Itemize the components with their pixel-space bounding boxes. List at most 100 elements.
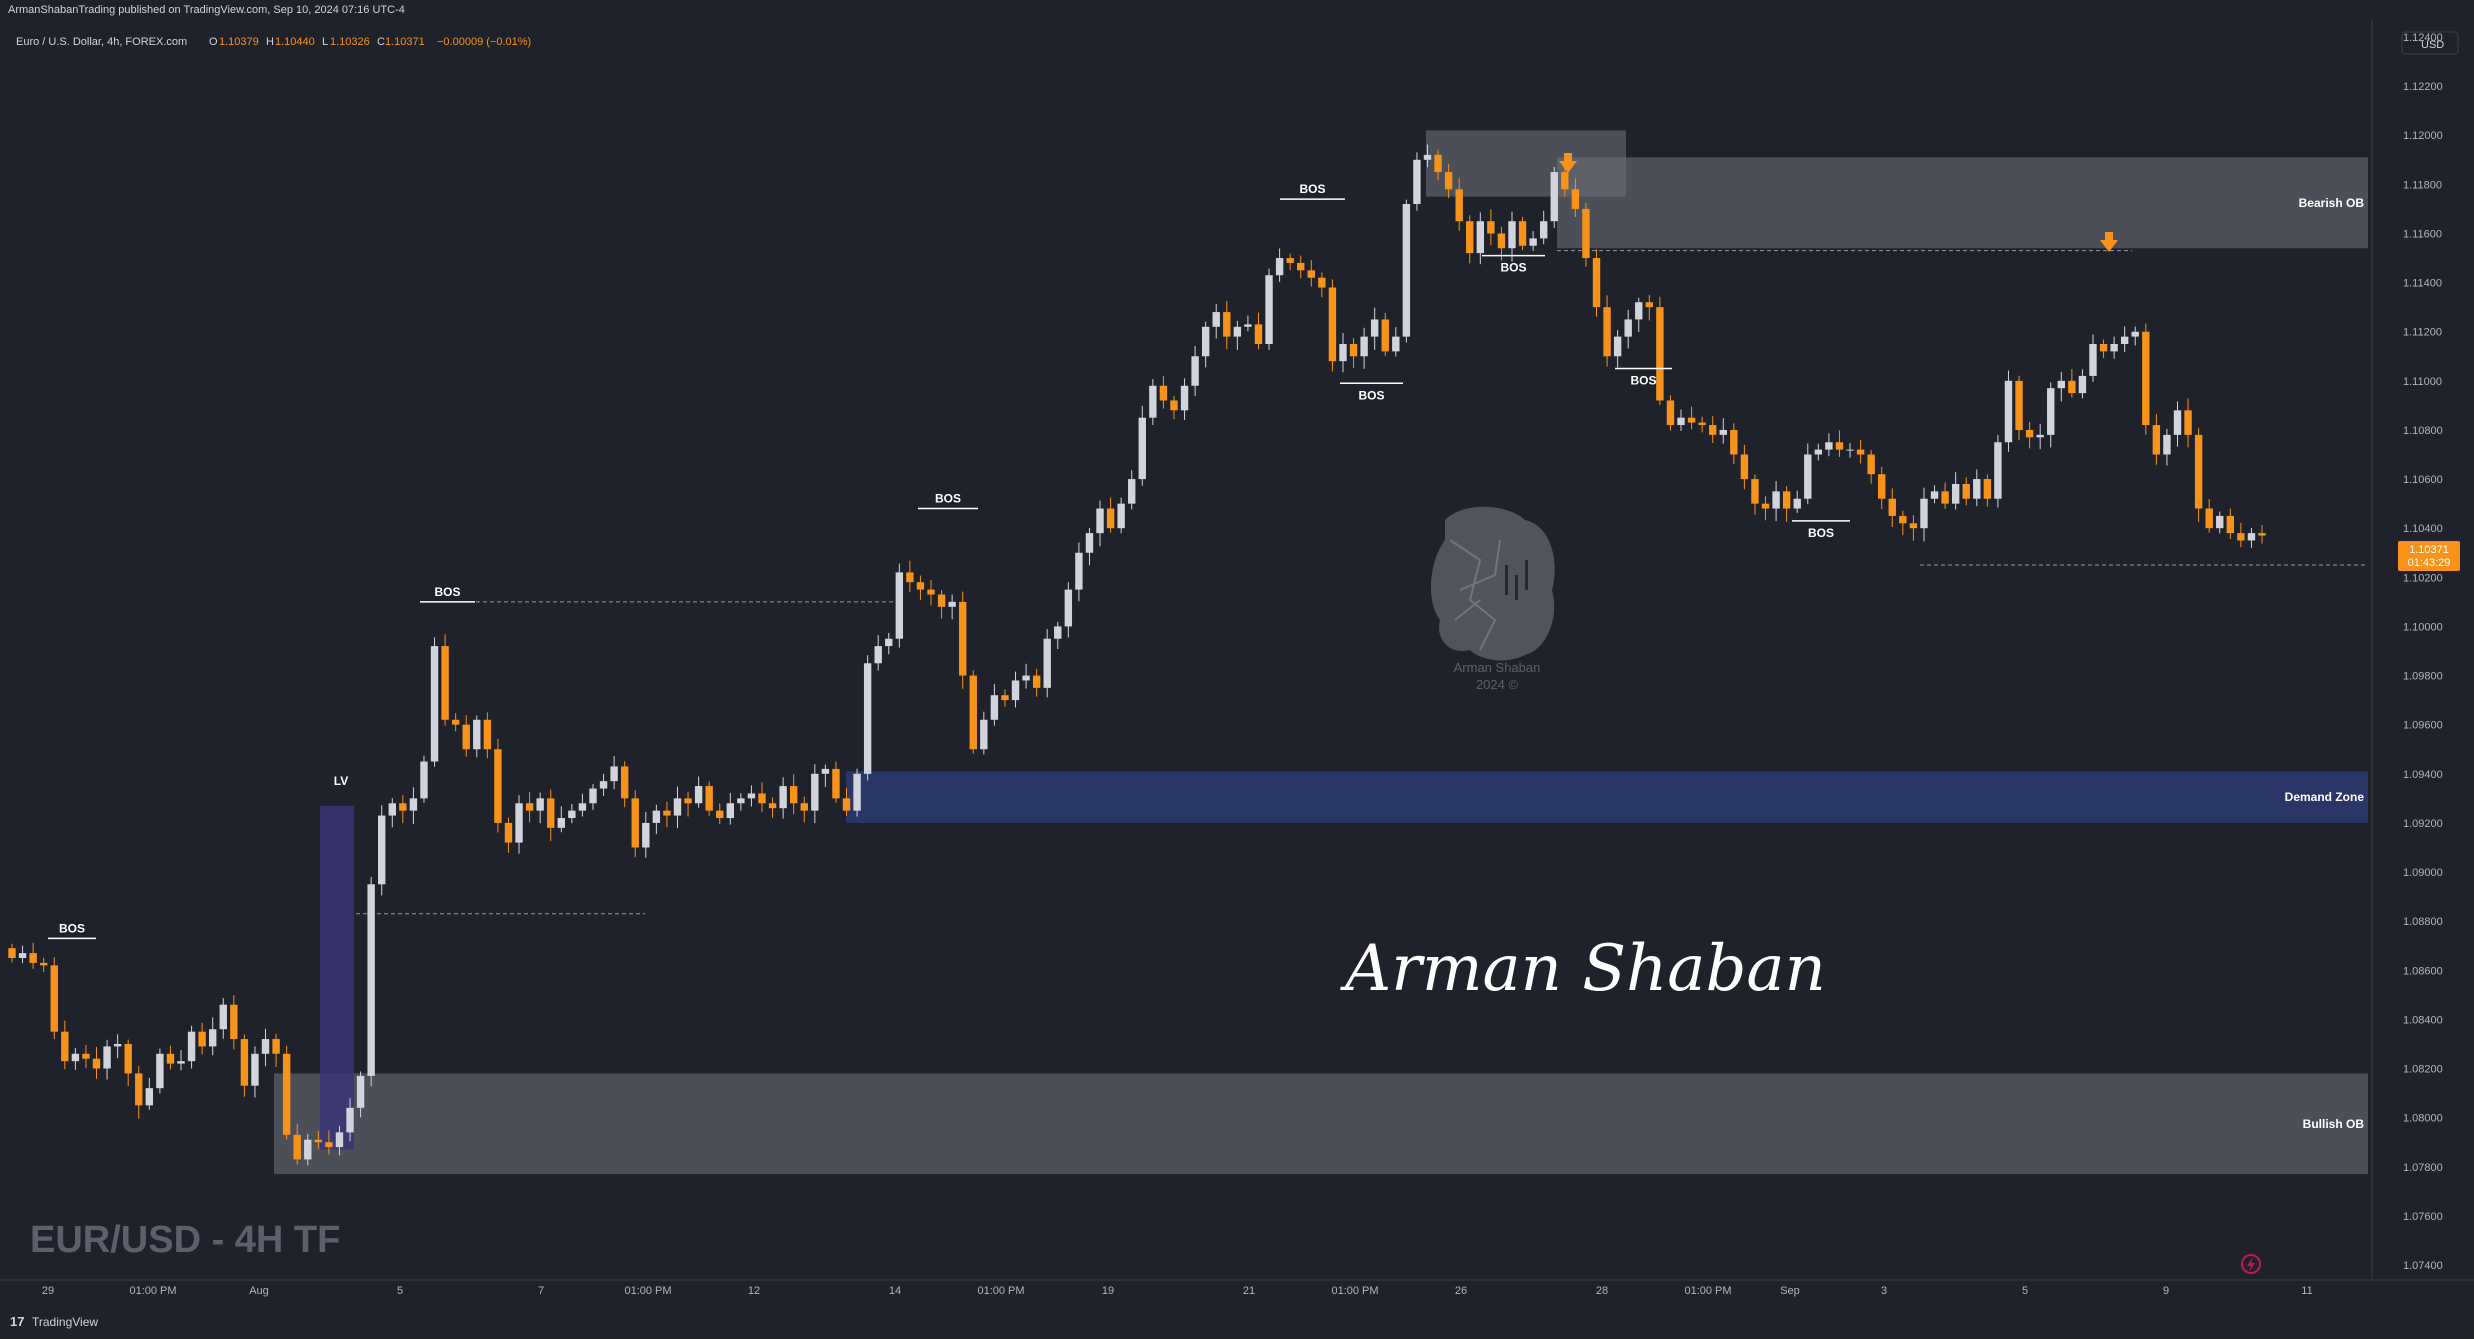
price-tick-label: 1.09400 xyxy=(2403,769,2443,781)
bearish-candle xyxy=(504,822,513,843)
bullish-candle xyxy=(1011,680,1020,701)
bearish-candle xyxy=(293,1134,301,1160)
zones-layer: Bearish OB Demand Zone Bullish OB xyxy=(274,130,2368,1175)
ohlc-open-value: 1.10379 xyxy=(219,36,259,48)
currency-badge[interactable] xyxy=(2401,31,2459,55)
bullish-candle xyxy=(599,781,608,789)
bullish-candle xyxy=(737,798,745,804)
arrow-shaft xyxy=(2105,232,2113,240)
bullish-candle xyxy=(642,822,650,848)
bullish-candle xyxy=(2036,434,2044,438)
time-tick-label: 5 xyxy=(397,1285,403,1297)
bullish-ob-zone-label: Bullish OB xyxy=(2303,1117,2365,1131)
brain-logo-candle xyxy=(1525,560,1528,590)
bearish-candle xyxy=(1349,344,1358,357)
bearish-candle xyxy=(1466,221,1474,254)
bearish-candle xyxy=(124,1043,132,1074)
time-tick-label: 26 xyxy=(1455,1285,1467,1297)
bearish-candle xyxy=(1603,307,1611,357)
ohlc-close-label: C xyxy=(377,36,385,48)
tradingview-brand-text: TradingView xyxy=(32,1315,98,1329)
bearish-candle xyxy=(1983,479,1992,499)
bearish-candle xyxy=(1666,400,1675,426)
bullish-candle xyxy=(895,572,904,639)
bearish-candle xyxy=(1444,172,1453,190)
price-tick-label: 1.10400 xyxy=(2403,523,2443,535)
bearish-candle xyxy=(1106,508,1115,529)
bearish-candle xyxy=(50,965,58,1032)
down-arrow-marker xyxy=(1559,153,1577,173)
bearish-candle xyxy=(1645,302,1654,308)
time-tick-label: 01:00 PM xyxy=(624,1285,671,1297)
bullish-candle xyxy=(1973,479,1981,499)
candles-layer xyxy=(8,144,2266,1166)
brain-logo-candle xyxy=(1515,575,1518,600)
price-tick-label: 1.08200 xyxy=(2403,1064,2443,1076)
bearish-candle xyxy=(1487,221,1495,234)
bearish-candle xyxy=(2025,429,2034,438)
bullish-candle xyxy=(1233,326,1242,337)
bullish-candle xyxy=(863,663,872,774)
bullish-candle xyxy=(1117,503,1125,529)
bearish-candle xyxy=(663,810,671,816)
bearish-candle xyxy=(230,1004,238,1040)
bearish-candle xyxy=(1687,417,1696,423)
watermark-year: 2024 © xyxy=(1476,677,1519,692)
bullish-candle xyxy=(261,1039,270,1054)
tradingview-brand[interactable]: 17 TradingView xyxy=(10,1314,98,1329)
bullish-candle xyxy=(2004,380,2013,443)
bearish-candle xyxy=(1782,491,1791,509)
bullish-candle xyxy=(2089,344,2097,376)
bullish-candle xyxy=(430,646,439,762)
bullish-candle xyxy=(1423,154,1432,160)
price-tick-label: 1.10600 xyxy=(2403,474,2443,486)
bullish-candle xyxy=(694,786,703,804)
bullish-candle xyxy=(1951,483,1960,504)
bullish-candle xyxy=(18,953,27,958)
lightning-icon-bolt xyxy=(2247,1257,2255,1272)
bearish-candle xyxy=(1032,675,1041,688)
time-tick-label: 21 xyxy=(1243,1285,1255,1297)
bullish-candle xyxy=(388,803,396,816)
bullish-candle xyxy=(578,803,587,811)
bearish-candle xyxy=(1592,258,1601,308)
demand-zone-label: Demand Zone xyxy=(2285,790,2365,804)
ohlc-high-value: 1.10440 xyxy=(275,36,315,48)
bullish-candle xyxy=(1772,491,1780,509)
price-axis[interactable]: USD 1.12400 1.12200 1.12000 1.11800 1.11600 1… xyxy=(2401,31,2459,1272)
bearish-candle xyxy=(494,749,502,823)
bos-label: BOS xyxy=(1500,261,1526,275)
bullish-candle xyxy=(1804,454,1812,499)
bearish-candle xyxy=(1751,479,1759,504)
bearish-candle xyxy=(1740,454,1749,480)
bearish-candle xyxy=(1962,483,1970,499)
time-axis[interactable]: 29 01:00 PM Aug 5 7 01:00 PM 12 14 01:00 PM 19 21 0… xyxy=(42,1285,2313,1297)
bearish-candle xyxy=(789,786,798,804)
bearish-candle xyxy=(1286,258,1294,263)
bearish-candle xyxy=(1307,270,1315,278)
brain-logo-lines xyxy=(1449,539,1501,651)
time-tick-label: Aug xyxy=(249,1285,269,1297)
bearish-candle xyxy=(2015,380,2023,430)
bullish-candle xyxy=(1920,498,1928,529)
price-tick-label: 1.09200 xyxy=(2403,818,2443,830)
bullish-candle xyxy=(1275,258,1284,276)
bullish-candle xyxy=(177,1061,185,1064)
bullish-candle xyxy=(2216,515,2224,529)
bearish-candle xyxy=(832,768,840,799)
time-tick-label: 5 xyxy=(2022,1285,2028,1297)
time-tick-label: 19 xyxy=(1102,1285,1114,1297)
bullish-candle xyxy=(568,810,576,819)
bullish-candle xyxy=(103,1046,111,1069)
lv-label: LV xyxy=(334,774,348,788)
bullish-candle xyxy=(420,761,428,799)
price-tick-label: 1.09000 xyxy=(2403,867,2443,879)
bullish-candle xyxy=(885,638,893,647)
lightning-icon[interactable] xyxy=(2241,1254,2261,1274)
bearish-candle xyxy=(1856,449,1865,455)
bullish-candle xyxy=(1339,344,1347,362)
bullish-candle xyxy=(2173,410,2182,435)
bearish-candle xyxy=(1561,172,1569,190)
annotation-lines-layer xyxy=(356,250,2368,915)
